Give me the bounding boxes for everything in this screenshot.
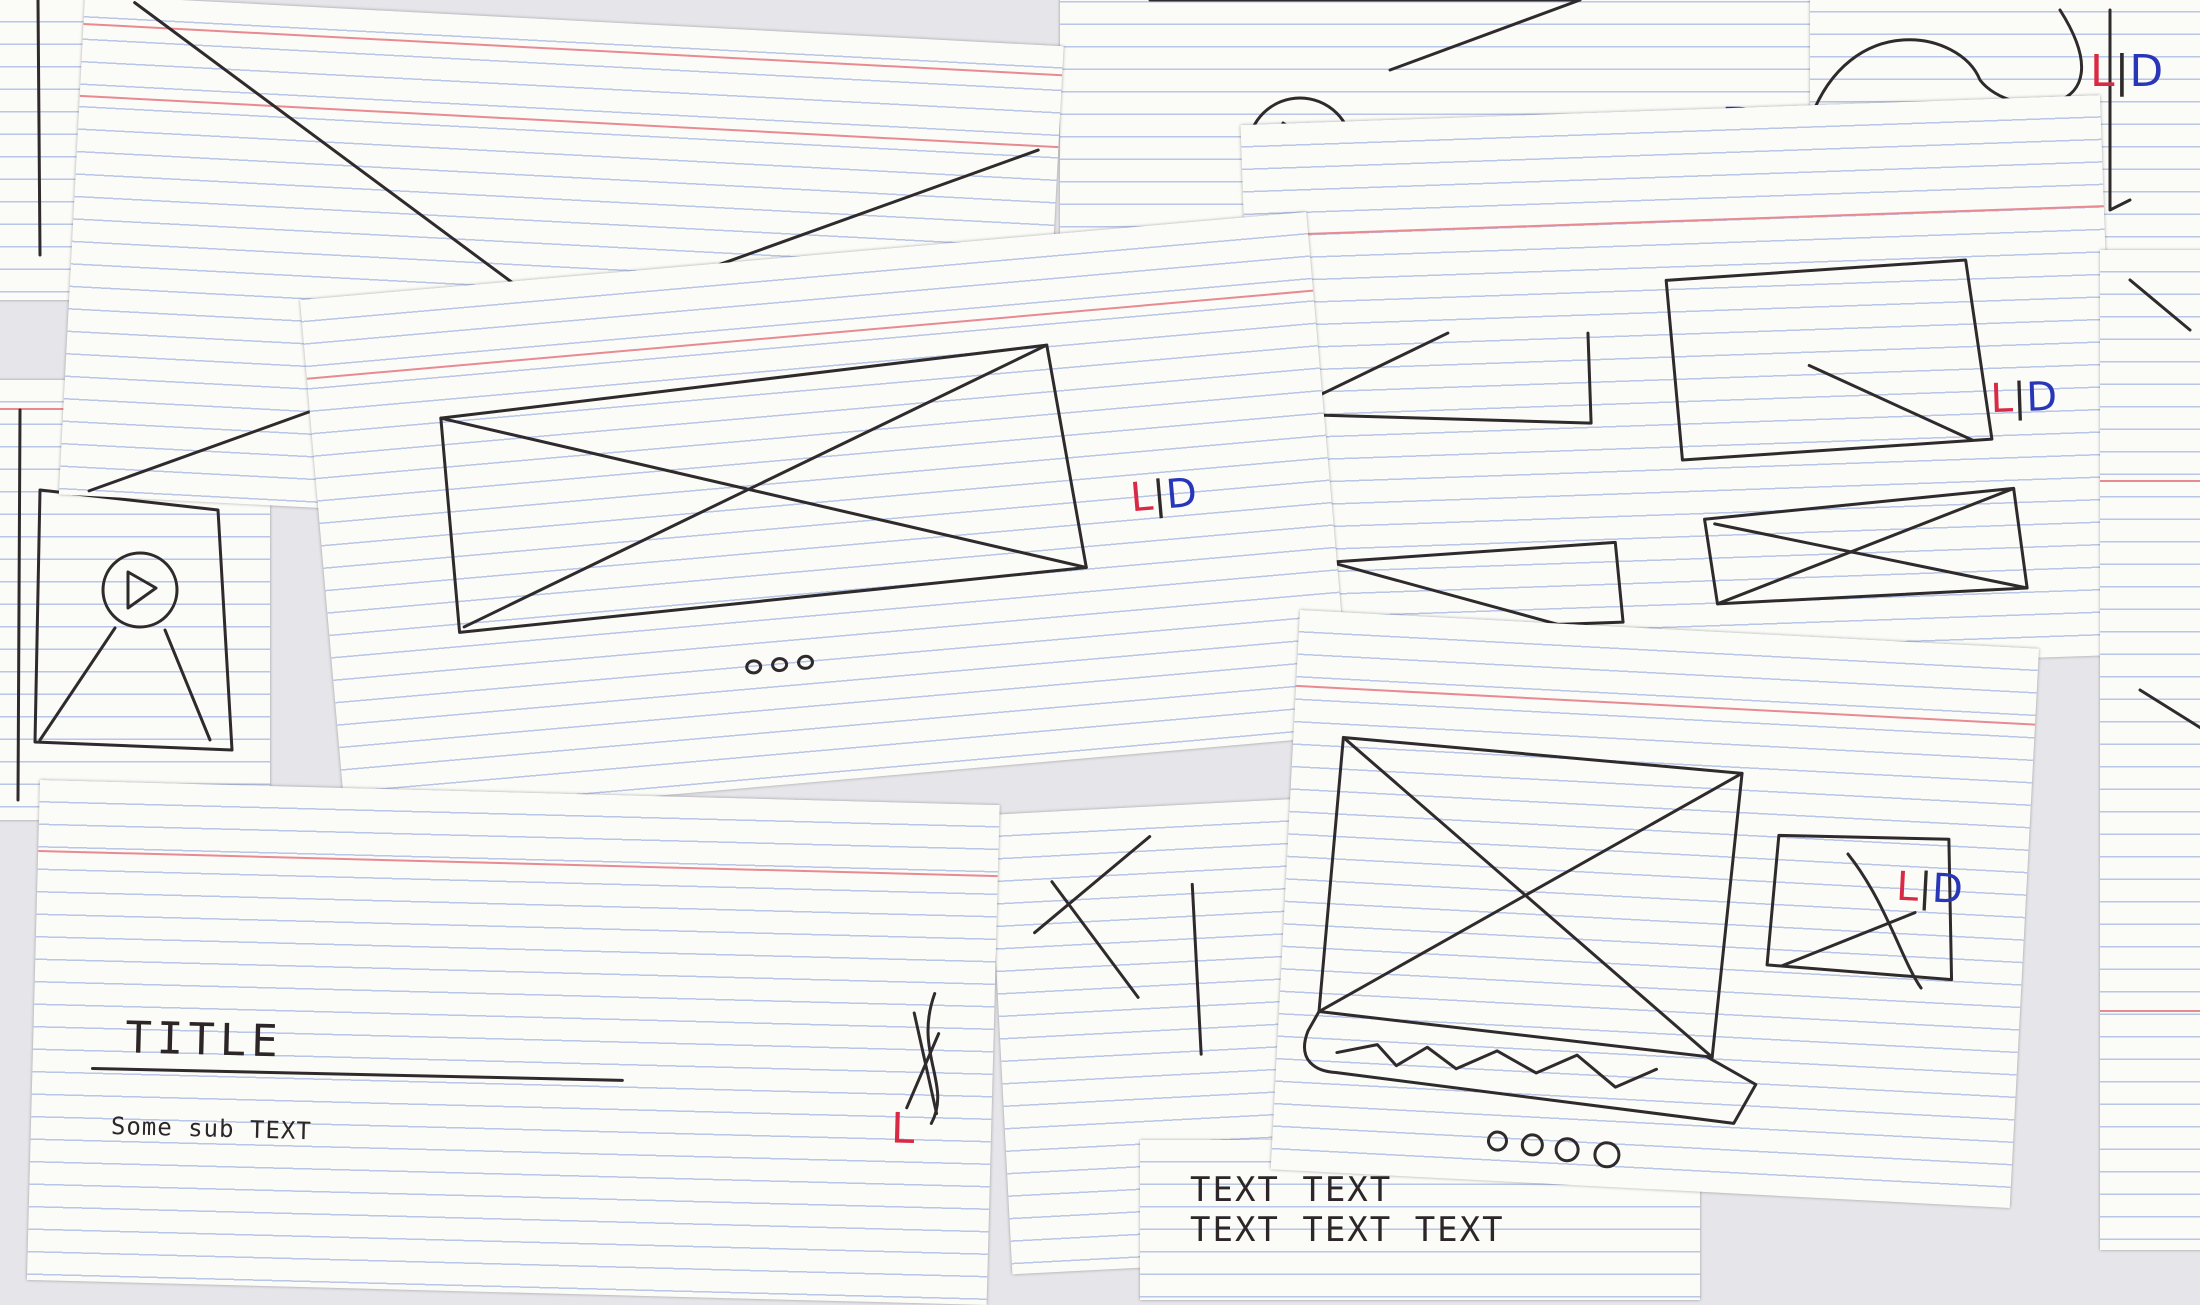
sketch-lines (1033, 835, 1203, 1056)
scribble-sketch (1810, 8, 2132, 212)
light-label-wrap: L (891, 1103, 916, 1153)
dark-label: D (2025, 373, 2058, 421)
dark-label: D (1930, 865, 1965, 914)
card-title: TITLE Some sub TEXT L (26, 780, 1000, 1305)
light-label: L (1895, 863, 1920, 911)
pagination-dots-icon (745, 654, 814, 675)
sketch-text: TEXT TEXT (1190, 1170, 1393, 1210)
grid-wireframe-sketch (1279, 258, 2029, 634)
card-center-carousel: L|D (300, 211, 1352, 824)
sketch-lines (36, 0, 42, 257)
image-placeholder-icon (439, 343, 1088, 675)
card-lower-middle (988, 785, 1572, 1275)
light-dark-label: L|D (1895, 863, 1965, 914)
light-label: L (890, 1103, 916, 1154)
light-dark-label: L|D (1128, 469, 1199, 522)
card-right-grid: L|D (1240, 95, 2120, 685)
light-dark-label: L|D (2090, 46, 2164, 97)
dark-label: D (1164, 469, 1199, 519)
play-icon (126, 570, 158, 610)
pagination-dots-icon (1486, 1130, 1621, 1169)
red-margin-line (2100, 1010, 2200, 1012)
underline-sketch (90, 991, 941, 1125)
dark-label: D (2129, 46, 2164, 97)
laptop-wireframe-sketch (1303, 735, 1954, 1169)
red-margin-line (2100, 480, 2200, 482)
light-label: L (2090, 46, 2115, 97)
light-dark-label: L|D (1989, 373, 2058, 423)
card-left-strip (0, 0, 90, 300)
light-label: L (1989, 375, 2014, 423)
sketch-lines (2128, 278, 2200, 730)
subtitle-text: Some sub TEXT (110, 1111, 313, 1146)
card-laptop: L|D (1270, 610, 2039, 1208)
sketch-text: TEXT TEXT TEXT (1190, 1210, 1505, 1250)
card-right-strip (2100, 250, 2200, 1250)
play-icon (101, 551, 179, 629)
phone-wireframe-sketch (16, 408, 234, 802)
